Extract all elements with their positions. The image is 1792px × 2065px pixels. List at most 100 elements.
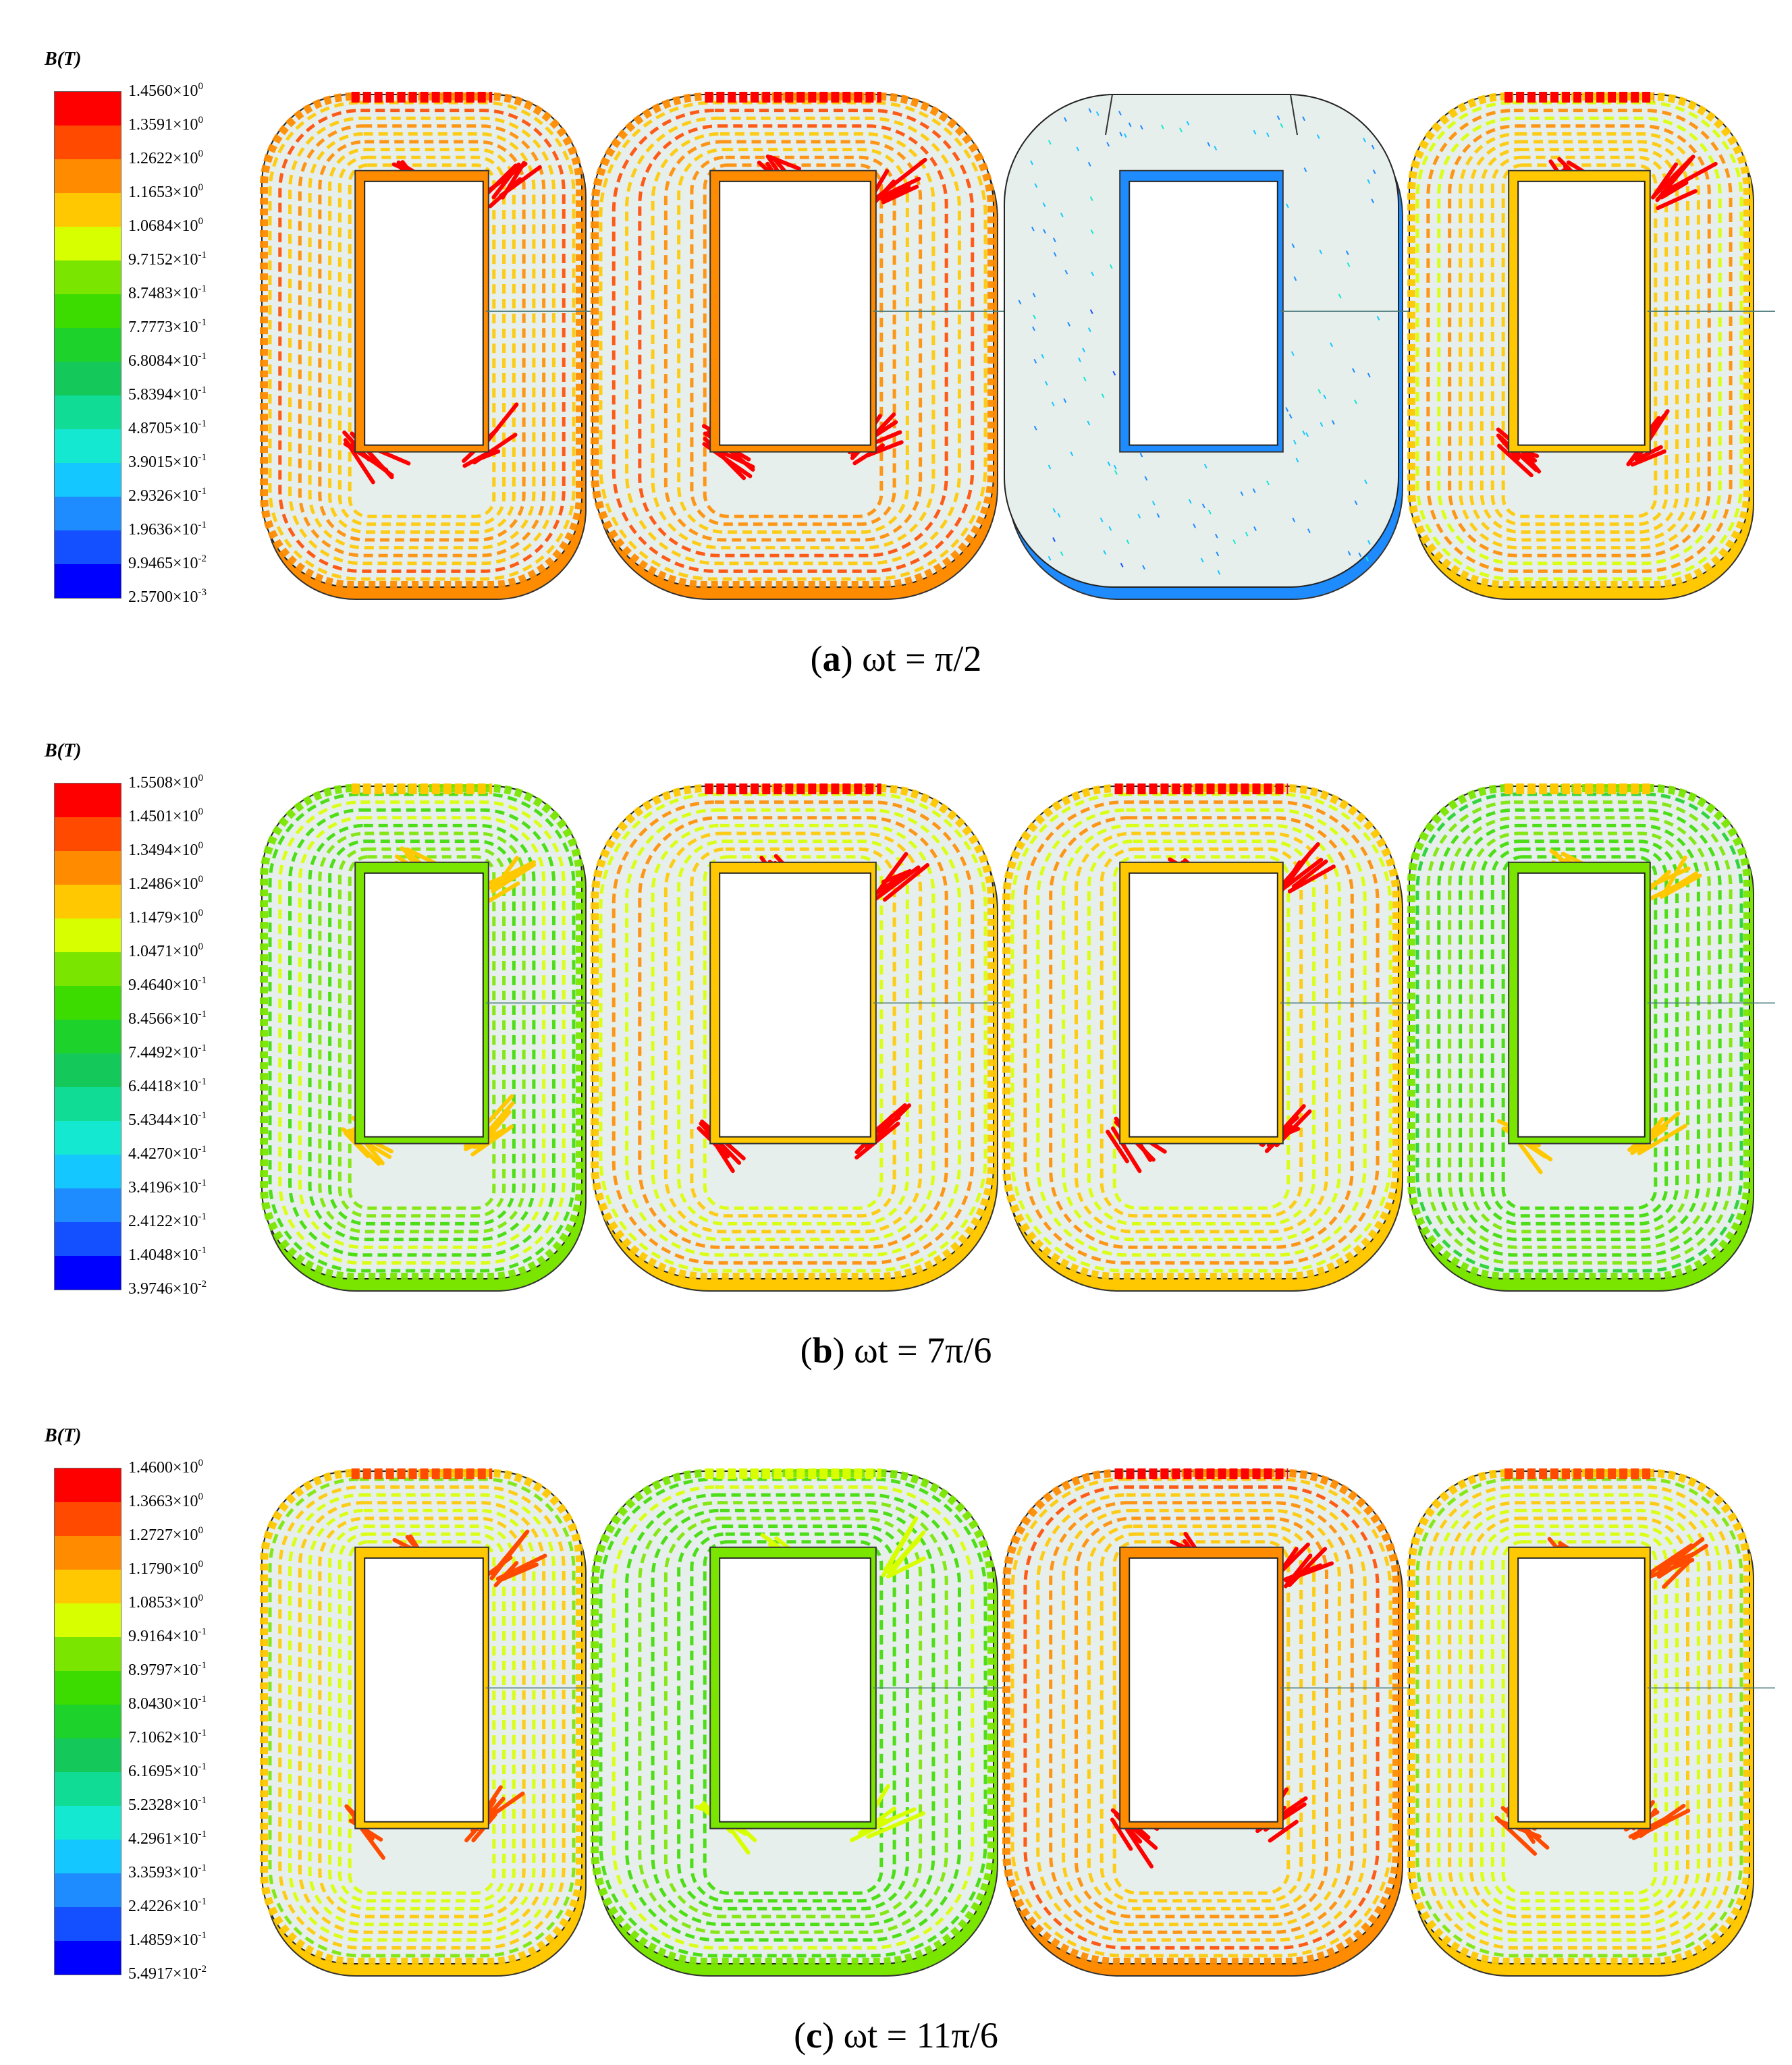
flux-weak-vector	[1156, 513, 1160, 518]
legend-swatch	[55, 952, 121, 986]
flux-weak-vector	[1217, 570, 1221, 575]
flux-weak-vector	[1033, 314, 1037, 320]
flux-arrow-loop	[1490, 847, 1668, 1218]
legend-tick-exponent: -1	[198, 1728, 207, 1738]
legend-tick-label: 5.4344×10-1	[128, 1110, 207, 1130]
flux-hotspot-arrow	[886, 1556, 926, 1579]
flux-arrow-loop	[1426, 800, 1733, 1265]
flux-hotspot-arrow	[1287, 864, 1336, 893]
legend-swatch	[55, 260, 121, 294]
legend-swatch	[55, 918, 121, 952]
legend-swatch	[55, 1222, 121, 1256]
flux-weak-vector	[1186, 121, 1190, 126]
flux-hotspot-arrow	[497, 1562, 539, 1583]
panel-a: B(T) 1.4560×100 1.3591×100 1.2622×100 1.1653…	[0, 0, 1792, 679]
flux-arrow-loop	[1501, 855, 1658, 1210]
legend-swatch	[55, 1121, 121, 1155]
legend-tick-mantissa: 2.4226×10	[128, 1898, 198, 1915]
caption-letter: a	[822, 638, 841, 679]
legend-swatch	[55, 92, 121, 126]
flux-weak-vector	[1032, 292, 1036, 298]
flux-weak-vector	[1123, 133, 1127, 138]
legend-unit-label: B(T)	[45, 740, 81, 762]
flux-weak-vector	[1352, 368, 1355, 373]
flux-hotspot-arrow	[1278, 1542, 1310, 1574]
flux-hotspot-arrow	[1656, 1543, 1708, 1579]
flux-weak-vector	[1033, 358, 1037, 364]
legend-tick-label: 5.2328×10-1	[128, 1795, 207, 1815]
legend-tick-exponent: -2	[198, 553, 207, 564]
flux-arrow-loop	[1469, 1516, 1689, 1919]
legend-tick-exponent: -1	[198, 520, 207, 530]
legend-swatch	[55, 1603, 121, 1637]
flux-arrow-loop	[1062, 823, 1341, 1242]
flux-weak-vector	[1179, 128, 1183, 133]
legend-tick-exponent: -1	[198, 1076, 207, 1087]
flux-weak-vector	[1365, 556, 1369, 561]
legend-tick-label: 1.2486×100	[128, 874, 203, 893]
flux-hotspot-arrow	[1496, 433, 1539, 472]
legend-tick-exponent: -1	[198, 317, 207, 328]
flux-weak-vector	[1090, 229, 1094, 234]
flux-hotspot-arrow	[883, 1516, 919, 1572]
flux-weak-vector	[1119, 132, 1123, 137]
flux-hotspot-arrow	[1630, 449, 1666, 467]
flux-arrow-loop	[1469, 831, 1689, 1234]
flux-weak-vector	[1048, 140, 1052, 145]
legend-tick-mantissa: 1.3494×10	[128, 842, 198, 859]
legend-tick-mantissa: 1.3663×10	[128, 1493, 198, 1510]
legend-swatch	[55, 885, 121, 918]
flux-weak-vector	[1214, 533, 1218, 539]
legend-swatch	[55, 530, 121, 564]
flux-hotspot-arrow	[488, 177, 522, 209]
legend-swatch	[55, 227, 121, 260]
legend-tick-label: 1.0684×100	[128, 216, 203, 236]
flux-weak-vector	[1288, 414, 1293, 419]
flux-weak-vector	[1088, 108, 1092, 113]
caption-paren-open: (	[800, 1330, 813, 1371]
flux-density-vector-plot	[256, 74, 1790, 617]
flux-weak-vector	[1139, 452, 1143, 458]
core-2	[591, 1468, 1034, 1977]
flux-arrow-loop	[625, 116, 961, 566]
legend-tick-exponent: 0	[198, 1491, 204, 1502]
legend-tick-mantissa: 1.4859×10	[128, 1931, 198, 1949]
flux-arrow-loop	[1448, 816, 1711, 1249]
legend-tick-mantissa: 5.8394×10	[128, 386, 198, 404]
legend-color-bar	[54, 1468, 121, 1975]
flux-weak-vector	[1345, 250, 1349, 255]
flux-arrow-loop	[1479, 148, 1679, 534]
legend-tick-mantissa: 6.8084×10	[128, 352, 198, 370]
flux-arrow-loop	[690, 847, 896, 1218]
flux-weak-vector	[1320, 422, 1324, 427]
legend-tick-exponent: 0	[198, 1458, 204, 1468]
legend-tick-mantissa: 1.2486×10	[128, 875, 198, 893]
legend-swatch	[55, 395, 121, 429]
legend-tick-exponent: 0	[198, 874, 204, 885]
legend-swatch	[55, 1772, 121, 1806]
core-2	[591, 783, 1034, 1292]
flux-weak-vector	[1107, 461, 1111, 466]
panel-b: B(T) 1.5508×100 1.4501×100 1.3494×100 1.2486…	[0, 692, 1792, 1371]
flux-arrow-loop	[1023, 800, 1380, 1265]
legend-tick-mantissa: 5.4344×10	[128, 1111, 198, 1129]
core-4	[1407, 92, 1790, 600]
legend-tick-exponent: -1	[198, 1930, 207, 1941]
flux-weak-vector	[1067, 321, 1070, 327]
flux-weak-vector	[1060, 551, 1064, 556]
flux-weak-vector	[1112, 370, 1116, 376]
flux-weak-vector	[1144, 476, 1148, 481]
flux-arrow-loop	[1099, 847, 1303, 1218]
core-window	[719, 1557, 871, 1823]
flux-weak-vector	[1319, 249, 1323, 254]
core-window	[1129, 872, 1278, 1138]
legend-tick-exponent: -1	[198, 385, 207, 395]
flux-weak-vector	[1076, 146, 1080, 152]
core-4	[1407, 783, 1790, 1292]
flux-hotspot-arrow	[1634, 445, 1663, 462]
flux-edge-band	[591, 1469, 996, 1966]
flux-hotspot-arrow	[852, 443, 885, 466]
legend-tick-exponent: 0	[198, 115, 204, 126]
flux-hotspot-arrow	[343, 1130, 371, 1159]
flux-weak-vector	[1364, 479, 1367, 485]
